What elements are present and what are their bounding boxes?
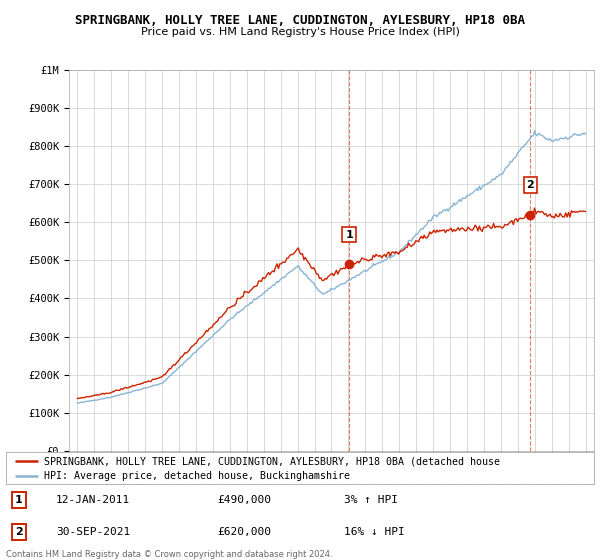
Text: 3% ↑ HPI: 3% ↑ HPI <box>344 494 398 505</box>
Text: 12-JAN-2011: 12-JAN-2011 <box>56 494 130 505</box>
Text: SPRINGBANK, HOLLY TREE LANE, CUDDINGTON, AYLESBURY, HP18 0BA (detached house: SPRINGBANK, HOLLY TREE LANE, CUDDINGTON,… <box>44 456 500 466</box>
Text: 2: 2 <box>15 528 23 537</box>
Text: £490,000: £490,000 <box>218 494 272 505</box>
Text: HPI: Average price, detached house, Buckinghamshire: HPI: Average price, detached house, Buck… <box>44 472 350 481</box>
Text: £620,000: £620,000 <box>218 528 272 537</box>
Text: Contains HM Land Registry data © Crown copyright and database right 2024.
This d: Contains HM Land Registry data © Crown c… <box>6 550 332 560</box>
Text: 2: 2 <box>527 180 535 190</box>
Text: Price paid vs. HM Land Registry's House Price Index (HPI): Price paid vs. HM Land Registry's House … <box>140 27 460 37</box>
Text: 1: 1 <box>15 494 23 505</box>
Text: 30-SEP-2021: 30-SEP-2021 <box>56 528 130 537</box>
Text: SPRINGBANK, HOLLY TREE LANE, CUDDINGTON, AYLESBURY, HP18 0BA: SPRINGBANK, HOLLY TREE LANE, CUDDINGTON,… <box>75 14 525 27</box>
Text: 1: 1 <box>345 230 353 240</box>
Text: 16% ↓ HPI: 16% ↓ HPI <box>344 528 405 537</box>
